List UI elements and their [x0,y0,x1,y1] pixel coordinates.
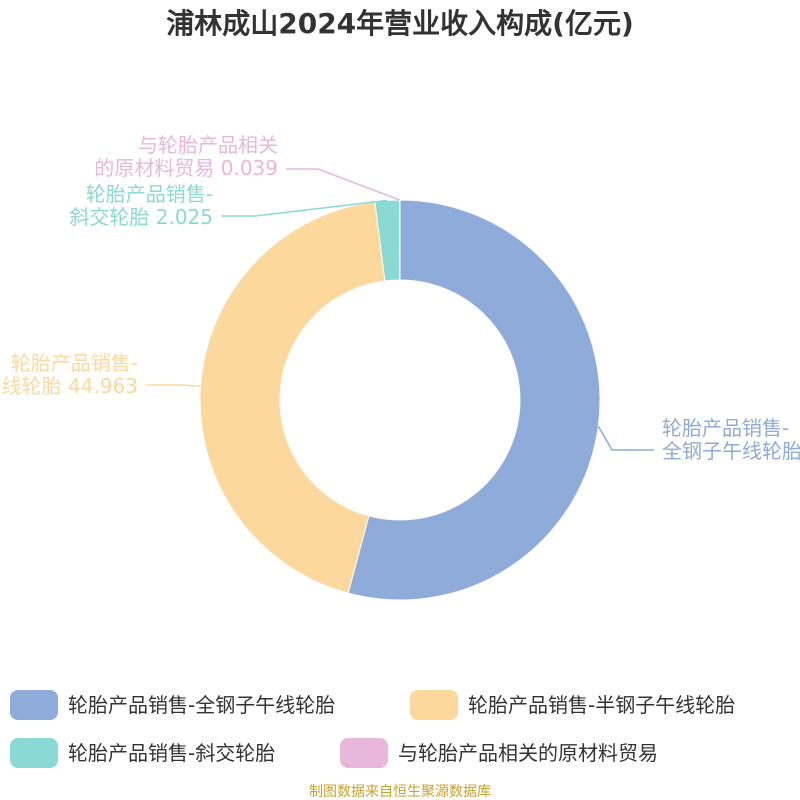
slice-label: 半钢子午线轮胎 44.963 [0,374,138,398]
chart-title: 浦林成山2024年营业收入构成(亿元) [166,7,634,40]
source-note: 制图数据来自恒生聚源数据库 [309,784,491,800]
leader-line [146,384,201,388]
slice-label: 斜交轮胎 2.025 [69,205,213,229]
legend-label: 轮胎产品销售-斜交轮胎 [68,741,275,765]
leader-lines [146,168,654,451]
slice-label: 的原材料贸易 0.039 [94,156,278,180]
legend-item[interactable]: 轮胎产品销售-全钢子午线轮胎 [10,690,335,720]
donut-slice [199,201,386,594]
donut-slice [347,199,601,601]
slices-layer [199,199,601,601]
legend-item[interactable]: 轮胎产品销售-斜交轮胎 [10,738,275,768]
legend-swatch [10,690,58,720]
leader-line [221,199,388,217]
slice-label: 全钢子午线轮胎 [662,439,800,463]
legend-swatch [410,690,458,720]
legend-item[interactable]: 轮胎产品销售-半钢子午线轮胎 [410,690,735,720]
slice-label: 轮胎产品销售- [86,182,213,206]
legend-item[interactable]: 与轮胎产品相关的原材料贸易 [340,738,658,768]
legend-label: 轮胎产品销售-半钢子午线轮胎 [468,693,735,717]
legend-swatch [340,738,388,768]
legend-label: 轮胎产品销售-全钢子午线轮胎 [68,693,335,717]
slice-label: 与轮胎产品相关 [138,133,278,157]
slice-label: 轮胎产品销售- [662,416,789,440]
slice-label: 轮胎产品销售- [11,351,138,375]
legend-swatch [10,738,58,768]
leader-line [597,425,654,451]
leader-line [286,168,401,201]
legend-label: 与轮胎产品相关的原材料贸易 [398,741,658,765]
